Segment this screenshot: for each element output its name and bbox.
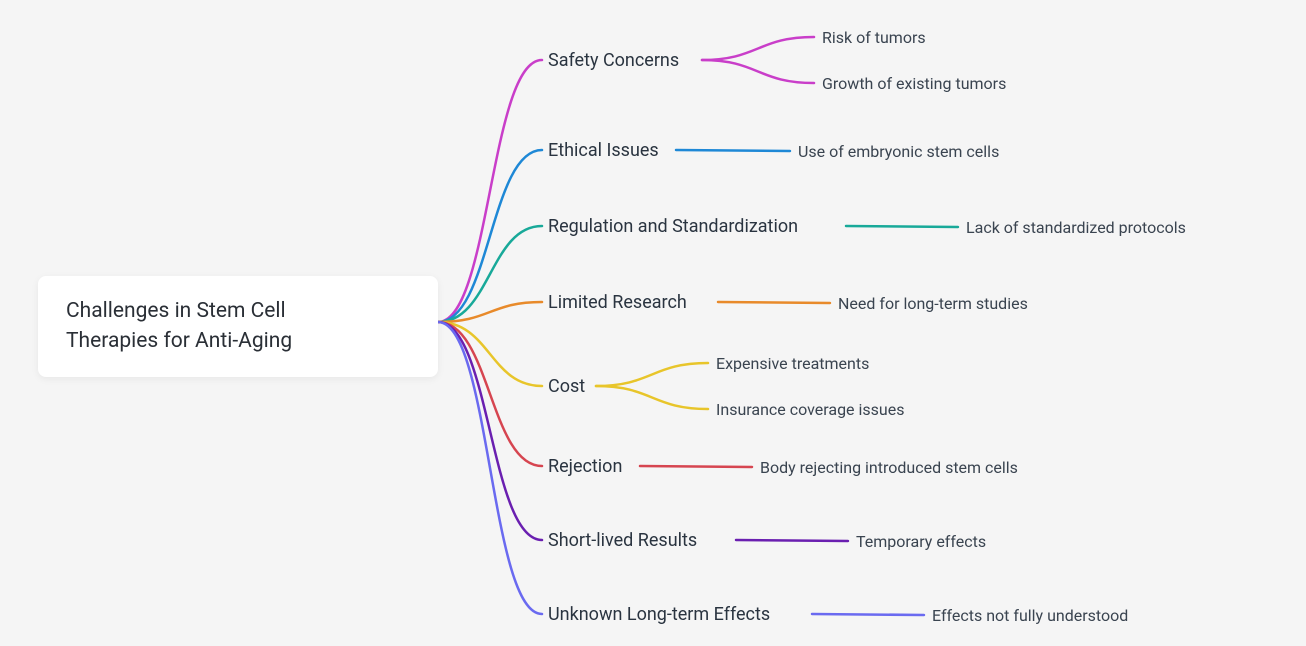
root-label-line1: Challenges in Stem Cell xyxy=(66,296,410,326)
branch-node: Short-lived Results xyxy=(548,530,697,551)
branch-node: Regulation and Standardization xyxy=(548,216,798,237)
branch-node: Cost xyxy=(548,376,585,397)
leaf-node: Temporary effects xyxy=(856,532,986,551)
branch-node: Limited Research xyxy=(548,292,687,313)
leaf-node: Insurance coverage issues xyxy=(716,400,904,419)
branch-node: Unknown Long-term Effects xyxy=(548,604,770,625)
branch-node: Safety Concerns xyxy=(548,50,679,71)
branch-node: Ethical Issues xyxy=(548,140,659,161)
root-node: Challenges in Stem Cell Therapies for An… xyxy=(38,276,438,377)
leaf-node: Lack of standardized protocols xyxy=(966,218,1186,237)
leaf-node: Effects not fully understood xyxy=(932,606,1128,625)
leaf-node: Risk of tumors xyxy=(822,28,926,47)
leaf-node: Expensive treatments xyxy=(716,354,869,373)
root-label-line2: Therapies for Anti-Aging xyxy=(66,326,410,356)
branch-node: Rejection xyxy=(548,456,622,477)
leaf-node: Body rejecting introduced stem cells xyxy=(760,458,1018,477)
leaf-node: Need for long-term studies xyxy=(838,294,1028,313)
leaf-node: Use of embryonic stem cells xyxy=(798,142,999,161)
leaf-node: Growth of existing tumors xyxy=(822,74,1006,93)
